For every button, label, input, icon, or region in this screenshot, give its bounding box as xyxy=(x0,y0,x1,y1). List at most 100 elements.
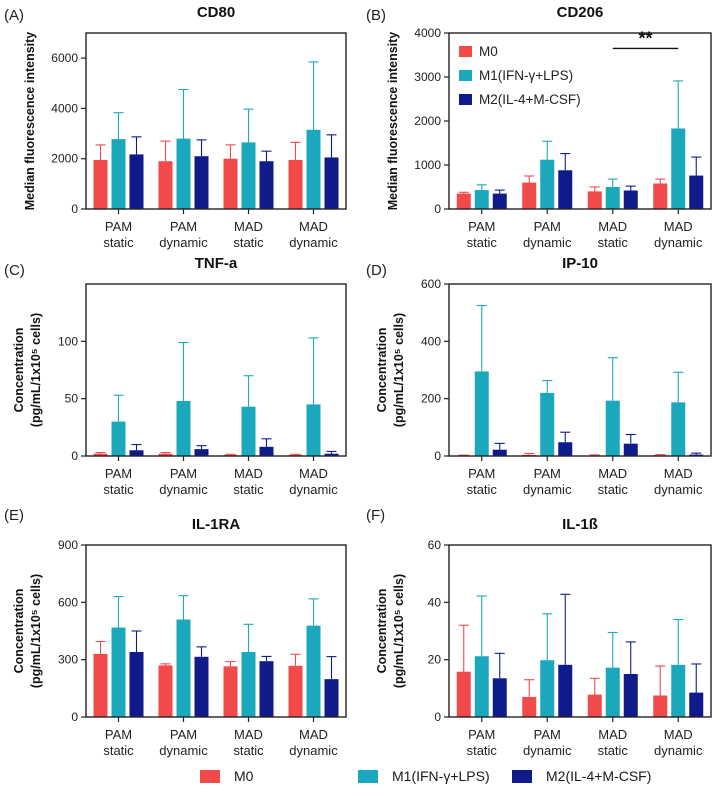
bar-m2-4 xyxy=(689,175,704,209)
bar-m0-2 xyxy=(158,453,173,456)
x-tick-label: PAM xyxy=(534,219,561,234)
legend-label: M2(IL-4+M-CSF) xyxy=(479,92,581,107)
bar-m1-4 xyxy=(671,664,686,717)
bar-m0-1 xyxy=(93,159,108,209)
legend-swatch xyxy=(459,46,472,57)
bar-m0-1 xyxy=(93,453,108,456)
x-tick-label: static xyxy=(467,743,498,758)
bar-m1-3 xyxy=(241,142,256,209)
x-tick-label: static xyxy=(598,482,629,497)
x-tick-label: dynamic xyxy=(159,743,208,758)
bar-m1-2 xyxy=(176,400,191,456)
y-tick-label: 300 xyxy=(58,653,78,667)
bar-m2-4 xyxy=(689,454,704,456)
x-tick-label: dynamic xyxy=(159,482,208,497)
bar-m2-1 xyxy=(129,450,144,456)
bar-m2-1 xyxy=(492,193,507,209)
legend-label-m0: M0 xyxy=(234,768,254,784)
bar-m1-2 xyxy=(540,392,555,456)
x-tick-label: static xyxy=(233,743,264,758)
legend-swatch-m2 xyxy=(512,769,532,783)
bar-m0-2 xyxy=(158,161,173,209)
bar-m0-1 xyxy=(456,193,471,209)
x-tick-label: dynamic xyxy=(289,743,338,758)
y-tick-label: 4000 xyxy=(414,26,441,40)
legend-swatch-m1 xyxy=(358,769,378,783)
bar-m2-4 xyxy=(324,679,339,717)
chart-title: CD206 xyxy=(557,4,604,21)
plot-frame xyxy=(85,283,347,457)
x-tick-label: static xyxy=(598,235,629,250)
panel-label: (C) xyxy=(4,262,25,279)
x-tick-label: static xyxy=(103,482,134,497)
bar-m0-1 xyxy=(456,671,471,717)
plot-frame xyxy=(448,32,712,210)
legend-swatch xyxy=(459,94,472,105)
bar-m2-2 xyxy=(194,156,209,209)
bottom-legend: M0 M1(IFN-γ+LPS) M2(IL-4+M-CSF) xyxy=(0,764,720,788)
y-axis-label: (pg/mL/1x10⁵ cells) xyxy=(392,313,406,427)
y-tick-label: 0 xyxy=(434,710,441,724)
chart-title: IP-10 xyxy=(562,255,598,272)
y-axis-label: (pg/mL/1x10⁵ cells) xyxy=(29,574,43,688)
x-tick-label: PAM xyxy=(170,727,197,742)
x-tick-label: PAM xyxy=(170,466,197,481)
bar-m2-2 xyxy=(194,656,209,717)
legend-item-m0: M0 xyxy=(200,764,253,788)
bar-m1-2 xyxy=(540,660,555,717)
x-tick-label: dynamic xyxy=(159,235,208,250)
bar-m1-1 xyxy=(111,139,126,209)
y-tick-label: 0 xyxy=(71,449,78,463)
x-tick-label: dynamic xyxy=(289,235,338,250)
x-tick-label: MAD xyxy=(664,219,693,234)
legend-label: M0 xyxy=(479,44,498,59)
x-tick-label: MAD xyxy=(299,466,328,481)
legend-item-m1: M1(IFN-γ+LPS) xyxy=(358,764,490,788)
y-axis-label: Concentration xyxy=(12,328,26,413)
bar-m1-4 xyxy=(306,625,321,717)
bar-m0-4 xyxy=(288,159,303,209)
bar-m1-3 xyxy=(605,187,620,209)
bar-m0-4 xyxy=(288,665,303,717)
x-tick-label: PAM xyxy=(105,219,132,234)
y-tick-label: 2000 xyxy=(414,114,441,128)
bar-m1-2 xyxy=(540,159,555,209)
plot-frame xyxy=(85,32,347,210)
bar-m1-1 xyxy=(111,421,126,456)
legend-item-m2: M2(IL-4+M-CSF) xyxy=(512,764,651,788)
bar-m1-2 xyxy=(176,619,191,717)
bar-m2-3 xyxy=(623,190,638,209)
bar-m2-1 xyxy=(129,652,144,717)
y-tick-label: 0 xyxy=(71,710,78,724)
bar-m2-4 xyxy=(324,453,339,456)
x-tick-label: dynamic xyxy=(523,482,572,497)
x-tick-label: PAM xyxy=(534,466,561,481)
y-axis-label: Median fluorescence intensity xyxy=(386,32,400,211)
y-axis-label: (pg/mL/1x10⁵ cells) xyxy=(392,574,406,688)
chart-title: TNF-a xyxy=(195,255,238,272)
bar-m2-3 xyxy=(259,161,274,209)
panel-label: (B) xyxy=(366,7,386,24)
x-tick-label: static xyxy=(233,482,264,497)
y-axis-label: Concentration xyxy=(375,328,389,413)
y-tick-label: 600 xyxy=(58,595,78,609)
y-tick-label: 50 xyxy=(65,392,79,406)
bar-m0-2 xyxy=(158,665,173,717)
x-tick-label: dynamic xyxy=(523,743,572,758)
x-tick-label: dynamic xyxy=(654,482,703,497)
bar-m0-2 xyxy=(522,696,537,717)
x-tick-label: static xyxy=(467,235,498,250)
chart-title: CD80 xyxy=(197,4,235,21)
x-tick-label: PAM xyxy=(170,219,197,234)
bar-m1-3 xyxy=(605,400,620,456)
bar-m1-3 xyxy=(605,667,620,717)
bar-m0-4 xyxy=(653,695,668,717)
bar-m2-2 xyxy=(558,442,573,456)
bar-m0-1 xyxy=(93,653,108,717)
significance-label: ** xyxy=(638,28,652,48)
y-tick-label: 0 xyxy=(434,449,441,463)
y-tick-label: 40 xyxy=(428,595,442,609)
bar-m0-4 xyxy=(653,183,668,209)
x-tick-label: MAD xyxy=(234,727,263,742)
